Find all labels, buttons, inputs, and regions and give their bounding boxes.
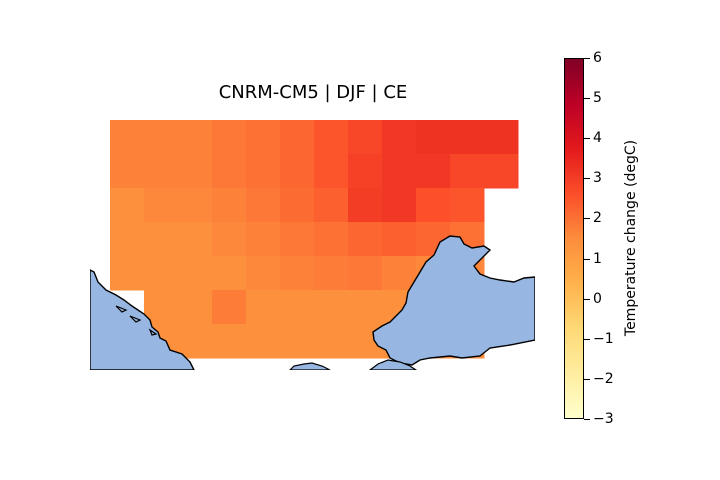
- grid-cell: [348, 256, 383, 291]
- grid-cell: [314, 324, 349, 359]
- grid-cell: [212, 324, 247, 359]
- grid-cell: [246, 324, 281, 359]
- colorbar-tick: [584, 178, 590, 179]
- grid-cell: [144, 120, 179, 155]
- colorbar-tick: [584, 138, 590, 139]
- colorbar-tick: [584, 339, 590, 340]
- grid-cell: [416, 154, 451, 189]
- grid-cell: [348, 120, 383, 155]
- grid-cell: [246, 188, 281, 223]
- grid-cell: [314, 256, 349, 291]
- grid-cell: [450, 154, 485, 189]
- colorbar-tick: [584, 419, 590, 420]
- colorbar-tick: [584, 299, 590, 300]
- grid-cell: [110, 256, 145, 291]
- grid-cell: [212, 290, 247, 325]
- grid-cell: [246, 154, 281, 189]
- grid-cell: [382, 256, 417, 291]
- grid-cell: [144, 154, 179, 189]
- colorbar-tick-label: 4: [593, 130, 602, 146]
- colorbar-tick-label: 0: [593, 291, 602, 307]
- grid-cell: [382, 120, 417, 155]
- colorbar-tick-label: 1: [593, 251, 602, 267]
- grid-cell: [212, 256, 247, 291]
- black-sea: [372, 235, 535, 366]
- grid-cell: [246, 120, 281, 155]
- grid-cell: [484, 154, 519, 189]
- grid-cell: [110, 154, 145, 189]
- grid-cell: [178, 222, 213, 257]
- grid-cell: [348, 154, 383, 189]
- colorbar-tick: [584, 379, 590, 380]
- colorbar-tick: [584, 98, 590, 99]
- grid-cell: [178, 188, 213, 223]
- grid-cell: [280, 324, 315, 359]
- grid-cell: [110, 222, 145, 257]
- grid-cell: [314, 290, 349, 325]
- grid-cell: [144, 290, 179, 325]
- grid-cell: [450, 188, 485, 223]
- grid-cell: [348, 188, 383, 223]
- grid-cell: [280, 290, 315, 325]
- colorbar-tick-label: −1: [593, 331, 614, 347]
- colorbar-tick: [584, 58, 590, 59]
- grid-cell: [348, 222, 383, 257]
- grid-cell: [144, 256, 179, 291]
- grid-cell: [416, 188, 451, 223]
- adriatic-sea: [90, 269, 195, 370]
- map-title: CNRM-CM5 | DJF | CE: [218, 82, 408, 103]
- grid-cell: [280, 256, 315, 291]
- colorbar-tick: [584, 218, 590, 219]
- grid-cell: [314, 222, 349, 257]
- grid-cell: [280, 120, 315, 155]
- grid-cell: [212, 188, 247, 223]
- grid-cell: [178, 154, 213, 189]
- colorbar: [564, 58, 584, 419]
- grid-cell: [110, 188, 145, 223]
- grid-cell: [416, 120, 451, 155]
- map-canvas: [90, 120, 535, 370]
- grid-cell: [314, 188, 349, 223]
- grid-cell: [178, 290, 213, 325]
- grid-cell: [178, 324, 213, 359]
- grid-cell: [212, 154, 247, 189]
- grid-cell: [280, 188, 315, 223]
- grid-cell: [314, 154, 349, 189]
- colorbar-tick-label: 3: [593, 170, 602, 186]
- grid-cell: [280, 222, 315, 257]
- grid-cell: [382, 188, 417, 223]
- colorbar-tick-label: 5: [593, 90, 602, 106]
- marmara-sea: [289, 359, 418, 370]
- grid-cell: [246, 222, 281, 257]
- grid-cell: [348, 290, 383, 325]
- grid-cell: [484, 120, 519, 155]
- adriatic-islands: [115, 305, 158, 336]
- colorbar-label: Temperature change (degC): [623, 139, 639, 337]
- grid-cell: [144, 188, 179, 223]
- grid-cell: [314, 120, 349, 155]
- colorbar-tick: [584, 259, 590, 260]
- grid-cell: [246, 256, 281, 291]
- grid-cell: [382, 154, 417, 189]
- grid-cell: [212, 222, 247, 257]
- grid-cell: [382, 222, 417, 257]
- grid-cell: [110, 120, 145, 155]
- grid-cell: [280, 154, 315, 189]
- grid-cell: [178, 256, 213, 291]
- colorbar-tick-label: 6: [593, 50, 602, 66]
- map-area: [90, 120, 535, 370]
- grid-cell: [178, 120, 213, 155]
- grid-cell: [212, 120, 247, 155]
- grid-cell: [246, 290, 281, 325]
- grid-cell: [450, 120, 485, 155]
- grid-cell: [144, 222, 179, 257]
- colorbar-tick-label: −3: [593, 411, 614, 427]
- colorbar-tick-label: −2: [593, 371, 614, 387]
- colorbar-tick-label: 2: [593, 210, 602, 226]
